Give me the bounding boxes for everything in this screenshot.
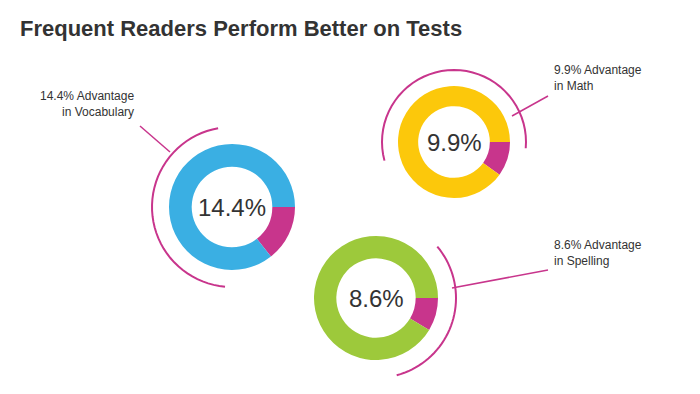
- svg-text:14.4% Advantagein Vocabulary: 14.4% Advantagein Vocabulary: [40, 89, 134, 119]
- svg-text:9.9% Advantagein Math: 9.9% Advantagein Math: [554, 63, 642, 93]
- svg-text:9.9%: 9.9%: [427, 129, 482, 156]
- svg-text:Frequent Readers Perform Bette: Frequent Readers Perform Better on Tests: [20, 16, 462, 41]
- svg-text:8.6% Advantagein Spelling: 8.6% Advantagein Spelling: [554, 238, 642, 268]
- svg-text:8.6%: 8.6%: [349, 285, 404, 312]
- svg-text:14.4%: 14.4%: [198, 194, 266, 221]
